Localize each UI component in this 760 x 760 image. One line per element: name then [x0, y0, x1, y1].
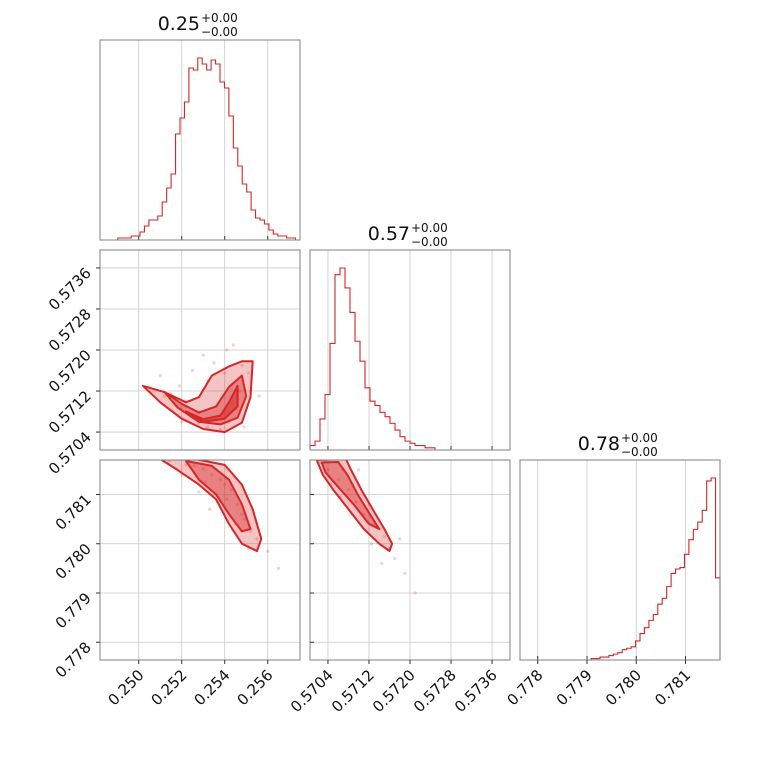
xaxis-1-ticklabel-2: 0.5720 — [369, 666, 419, 716]
xaxis-2-ticklabel-2: 0.780 — [602, 666, 645, 709]
xaxis-1-ticklabel-4: 0.5736 — [451, 666, 501, 716]
panel-0-point-10 — [223, 371, 227, 375]
panel-0-point-21 — [225, 348, 229, 352]
panel-1-point-1 — [184, 463, 188, 467]
panel-2d-0-body — [142, 343, 261, 434]
panel-2-contour-1 — [320, 461, 381, 530]
yaxis-2-ticklabel-3: 0.781 — [52, 491, 95, 534]
panel-0-point-27 — [177, 384, 182, 388]
yaxis-1-ticklabel-0: 0.5704 — [45, 428, 95, 478]
panel-0-point-24 — [257, 394, 261, 398]
yaxis-1-ticklabel-3: 0.5728 — [45, 305, 95, 355]
xaxis-2-ticklabel-1: 0.779 — [553, 666, 596, 709]
panel-2-point-7 — [382, 534, 386, 538]
panel-1-point-3 — [218, 478, 223, 482]
panel-2-point-4 — [354, 500, 358, 504]
panel-2-point-23 — [380, 561, 384, 566]
panel-2-point-17 — [413, 591, 417, 595]
panel-1-point-5 — [236, 502, 240, 506]
panel-2-point-15 — [393, 556, 397, 561]
panel-0-point-5 — [205, 425, 210, 429]
panel-1-point-20 — [208, 507, 212, 511]
xaxis-1-ticklabel-1: 0.5712 — [328, 666, 378, 716]
panel-1-point-18 — [276, 566, 281, 570]
panel-0-point-1 — [162, 394, 167, 398]
hist-1-frame — [309, 249, 511, 451]
panel-0-point-29 — [231, 343, 235, 347]
hist-panel-2 — [519, 459, 721, 661]
panel-1-point-8 — [225, 497, 229, 502]
title-param-2-minus: −0.00 — [621, 445, 658, 459]
panel-1-contour-0 — [159, 460, 263, 553]
title-param-1-plus: +0.00 — [411, 221, 448, 235]
panel-1-point-10 — [193, 464, 197, 468]
panel-0-point-6 — [218, 427, 223, 432]
panel-1-point-14 — [255, 537, 259, 541]
hist-panel-0 — [99, 39, 301, 241]
panel-1-point-12 — [223, 483, 227, 487]
panel-1-point-9 — [210, 473, 214, 477]
hist-2-steps — [520, 477, 721, 661]
panel-0-point-22 — [190, 368, 195, 373]
panel-2-point-22 — [357, 468, 361, 472]
hist-0-steps — [100, 57, 300, 241]
panel-1-point-0 — [167, 460, 171, 463]
panel-0-point-25 — [242, 425, 246, 429]
panel-2-point-16 — [403, 571, 407, 575]
title-param-1-minus: −0.00 — [411, 235, 448, 249]
hist-panel-1 — [309, 249, 511, 451]
yaxis-2-ticklabel-0: 0.778 — [52, 638, 95, 681]
xaxis-0-ticklabel-1: 0.252 — [147, 666, 190, 709]
xaxis-2-ticklabel-0: 0.778 — [503, 666, 546, 709]
panel-0-point-20 — [201, 353, 205, 357]
panel-1-point-4 — [229, 487, 233, 492]
panel-1-point-6 — [242, 517, 246, 521]
title-param-0-plus: +0.00 — [201, 11, 238, 25]
panel-0-contour-2 — [185, 384, 239, 423]
title-param-0: 0.25 — [158, 13, 200, 35]
panel-1-point-11 — [240, 512, 244, 516]
xaxis-1-ticklabel-3: 0.5728 — [410, 666, 460, 716]
xaxis-0-ticklabel-2: 0.254 — [190, 666, 233, 709]
panel-2d-1-2 — [309, 459, 511, 661]
yaxis-1-ticklabel-2: 0.5720 — [45, 346, 95, 396]
title-param-0-minus: −0.00 — [201, 25, 238, 39]
panel-0-point-23 — [180, 420, 184, 424]
yaxis-2-ticklabel-1: 0.779 — [52, 589, 95, 632]
title-param-2: 0.78 — [578, 433, 620, 455]
panel-1-point-2 — [201, 467, 205, 471]
panel-2d-2-body — [315, 460, 417, 595]
hist-2-frame — [519, 459, 721, 661]
panel-0-point-13 — [240, 363, 244, 367]
panel-2-point-2 — [336, 478, 340, 482]
panel-2d-1-body — [159, 460, 281, 570]
panel-2-point-3 — [346, 487, 351, 492]
panel-1-point-17 — [266, 549, 270, 553]
yaxis-1-ticklabel-1: 0.5712 — [45, 387, 95, 437]
xaxis-0-ticklabel-0: 0.250 — [104, 666, 147, 709]
panel-2-point-20 — [369, 542, 374, 546]
panel-0-point-14 — [246, 371, 250, 375]
xaxis-0-ticklabel-3: 0.256 — [233, 666, 276, 709]
yaxis-1-ticklabel-4: 0.5736 — [45, 264, 95, 314]
panel-2-point-21 — [398, 537, 402, 541]
xaxis-2-ticklabel-3: 0.781 — [651, 666, 694, 709]
panel-1-contour-1 — [185, 460, 252, 533]
panel-2d-0-2 — [99, 459, 301, 661]
panel-1-point-7 — [248, 529, 253, 534]
panel-2-point-1 — [326, 468, 330, 472]
panel-1-point-23 — [197, 490, 201, 494]
panel-1-frame — [99, 459, 301, 661]
xaxis-1-ticklabel-0: 0.5704 — [287, 666, 337, 716]
title-param-2-plus: +0.00 — [621, 431, 658, 445]
title-param-1: 0.57 — [368, 223, 410, 245]
panel-2d-0-1 — [99, 249, 301, 451]
panel-0-point-9 — [238, 389, 242, 393]
hist-0-frame — [99, 39, 301, 241]
panel-0-point-26 — [212, 361, 216, 365]
panel-0-point-28 — [158, 374, 162, 378]
yaxis-2-ticklabel-2: 0.780 — [52, 540, 95, 583]
panel-1-point-15 — [203, 480, 207, 484]
